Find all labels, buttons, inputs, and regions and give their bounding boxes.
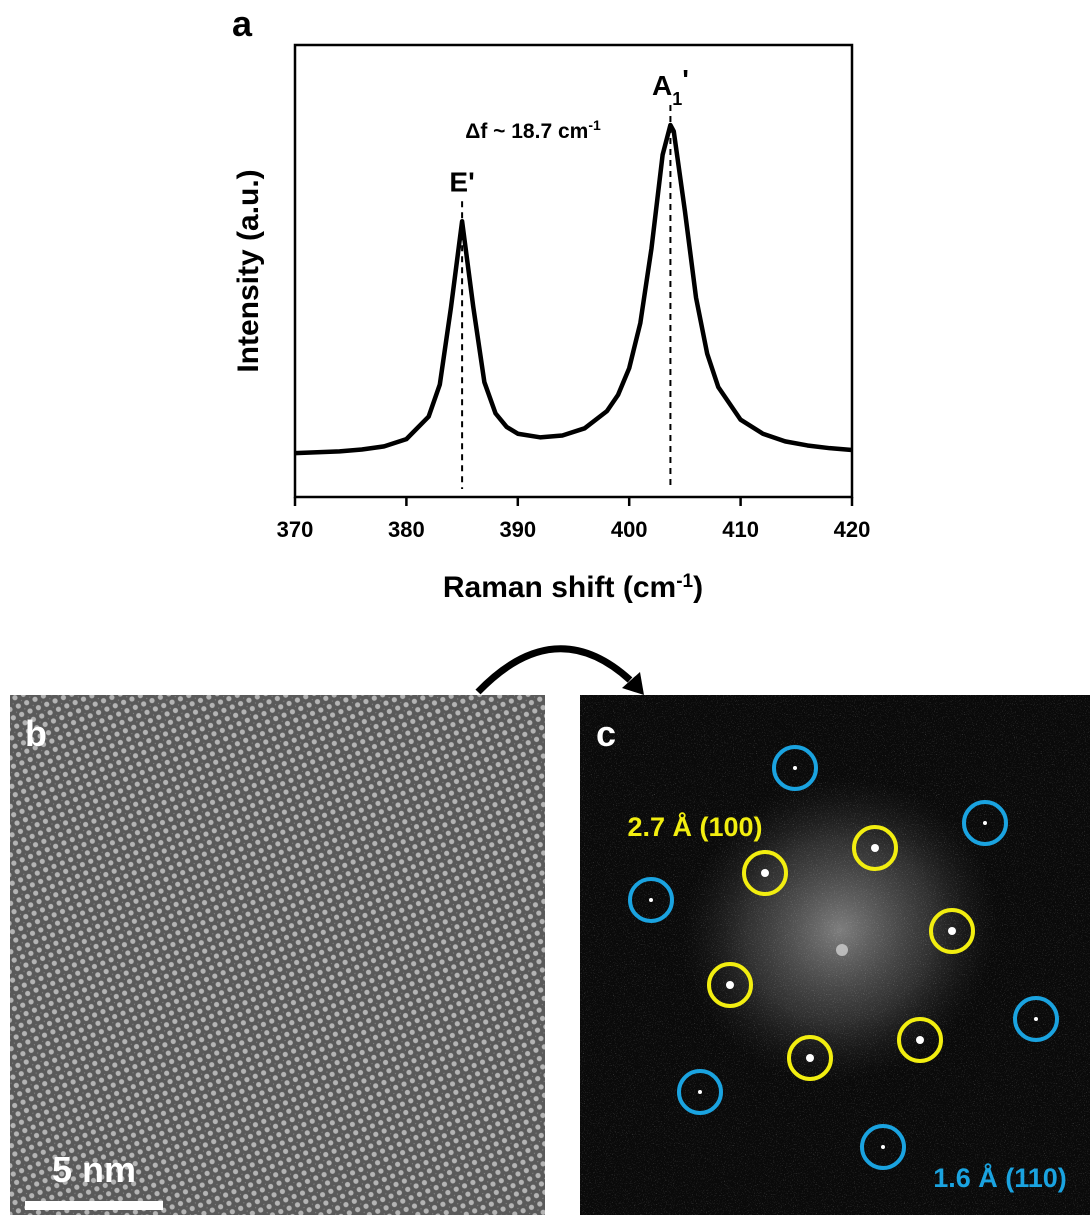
scale-bar-label: 5 nm xyxy=(52,1149,136,1190)
panel-label: b xyxy=(25,713,47,754)
x-axis-title-sup: -1 xyxy=(676,571,693,592)
peak-label: A1' xyxy=(652,64,689,109)
x-axis-title-text: Raman shift (cm xyxy=(443,571,676,604)
x-axis-title-tail: ) xyxy=(693,571,703,604)
fft-noise xyxy=(580,695,1090,1215)
panel-label: a xyxy=(232,3,253,44)
spot-circles xyxy=(628,745,1059,1170)
x-tick-label: 420 xyxy=(834,517,871,542)
annotation-sup: -1 xyxy=(588,117,601,133)
plot-frame xyxy=(293,43,854,499)
spot-label: 2.7 Å (100) xyxy=(627,811,762,842)
annotation-text: Δf ~ 18.7 cm xyxy=(465,120,588,143)
annotation: Δf ~ 18.7 cm-1 xyxy=(465,117,601,143)
spots xyxy=(649,766,1038,1149)
central-spot xyxy=(836,944,848,956)
arrow xyxy=(475,645,633,695)
spot-label: 1.6 Å (110) xyxy=(933,1162,1067,1193)
peak-label-tail: ' xyxy=(682,64,689,95)
y-axis-title: Intensity (a.u.) xyxy=(232,169,265,372)
x-tick-label: 390 xyxy=(499,517,536,542)
x-tick-label: 410 xyxy=(722,517,759,542)
arrow-head xyxy=(622,672,644,695)
peak-label: E' xyxy=(449,166,474,197)
x-axis-title: Raman shift (cm-1) xyxy=(443,571,703,605)
x-tick-label: 380 xyxy=(388,517,425,542)
x-tick-label: 370 xyxy=(277,517,314,542)
scale-bar xyxy=(25,1201,163,1210)
yellow-circles xyxy=(707,825,975,1081)
peak-label-sub: 1 xyxy=(672,89,682,109)
x-tick-label: 400 xyxy=(611,517,648,542)
tem-image xyxy=(10,695,545,1215)
spectrum-line xyxy=(294,122,853,456)
panel-label: c xyxy=(596,713,616,754)
peak-label-text: E' xyxy=(449,166,474,197)
peak-label-text: A xyxy=(652,70,672,101)
blue-circles xyxy=(628,745,1059,1170)
plot-area: 370 380 390 400 410 420 E' A1' xyxy=(277,64,871,542)
